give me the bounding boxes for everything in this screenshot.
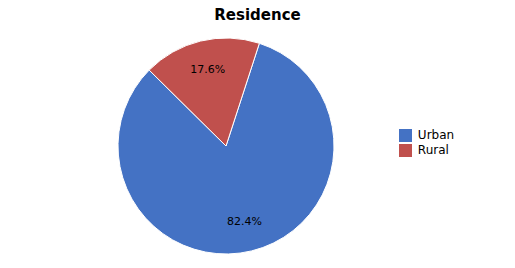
html-text:Urban: Urban xyxy=(417,128,455,142)
html-text:Residence: Residence xyxy=(214,6,301,24)
html-text:Rural: Rural xyxy=(417,143,449,157)
svg-text:82.4%: 82.4% xyxy=(227,215,262,228)
svg-text:17.6%: 17.6% xyxy=(190,63,225,76)
